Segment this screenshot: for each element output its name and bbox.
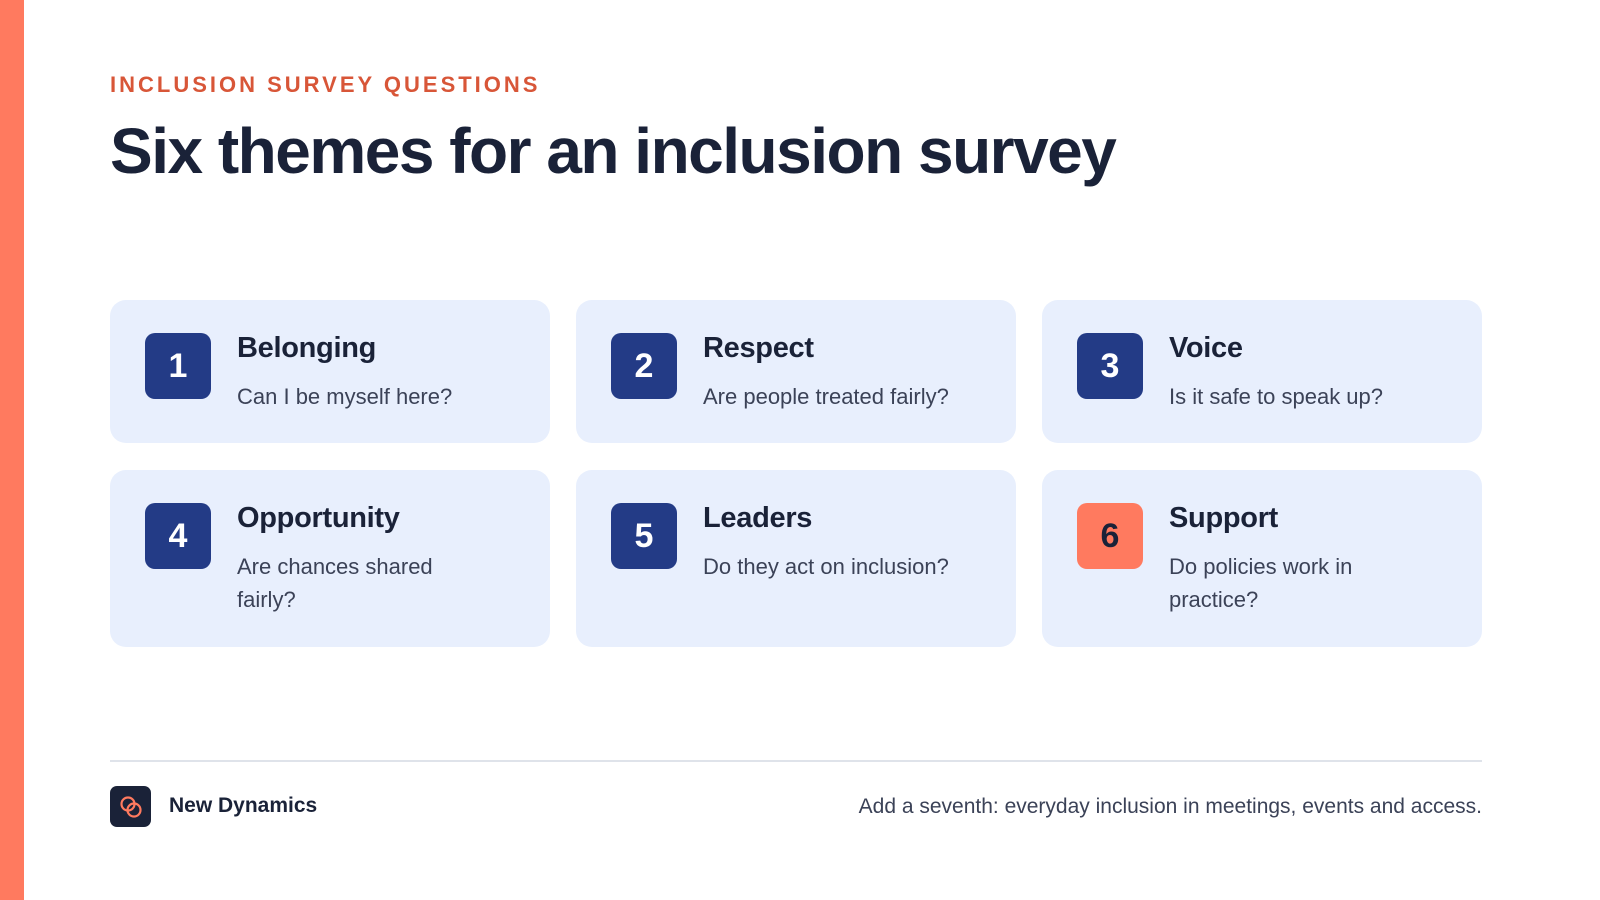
theme-card-leaders: 5 Leaders Do they act on inclusion? bbox=[576, 470, 1016, 647]
theme-question: Is it safe to speak up? bbox=[1169, 384, 1384, 409]
theme-card-opportunity: 4 Opportunity Are chances shared fairly? bbox=[110, 470, 550, 647]
theme-question: Do policies work in practice? bbox=[1169, 554, 1353, 612]
theme-question: Can I be myself here? bbox=[237, 384, 453, 409]
theme-number-badge: 4 bbox=[145, 503, 211, 569]
footer-divider bbox=[110, 760, 1482, 762]
theme-number-badge: 5 bbox=[611, 503, 677, 569]
theme-title: Respect bbox=[703, 332, 814, 364]
interlocking-rings-icon bbox=[119, 795, 142, 818]
themes-grid: 1 Belonging Can I be myself here? 2 Resp… bbox=[110, 300, 1482, 647]
theme-question: Do they act on inclusion? bbox=[703, 554, 949, 579]
section-eyebrow: INCLUSION SURVEY QUESTIONS bbox=[110, 72, 541, 97]
brand-logo bbox=[110, 786, 151, 827]
brand-name: New Dynamics bbox=[169, 794, 318, 817]
theme-number-badge: 2 bbox=[611, 333, 677, 399]
theme-question: Are chances shared fairly? bbox=[237, 554, 433, 612]
theme-card-belonging: 1 Belonging Can I be myself here? bbox=[110, 300, 550, 443]
theme-title: Support bbox=[1169, 502, 1279, 534]
theme-title: Belonging bbox=[237, 332, 377, 364]
theme-question: Are people treated fairly? bbox=[703, 384, 949, 409]
theme-number-badge: 3 bbox=[1077, 333, 1143, 399]
theme-title: Voice bbox=[1169, 332, 1243, 364]
theme-card-support: 6 Support Do policies work in practice? bbox=[1042, 470, 1482, 647]
theme-card-voice: 3 Voice Is it safe to speak up? bbox=[1042, 300, 1482, 443]
theme-title: Leaders bbox=[703, 502, 813, 534]
theme-card-respect: 2 Respect Are people treated fairly? bbox=[576, 300, 1016, 443]
theme-title: Opportunity bbox=[237, 502, 400, 534]
theme-number-badge: 1 bbox=[145, 333, 211, 399]
slide-title: Six themes for an inclusion survey bbox=[110, 115, 1117, 187]
accent-bar bbox=[0, 0, 24, 900]
footer-note: Add a seventh: everyday inclusion in mee… bbox=[858, 795, 1482, 818]
theme-number-badge: 6 bbox=[1077, 503, 1143, 569]
